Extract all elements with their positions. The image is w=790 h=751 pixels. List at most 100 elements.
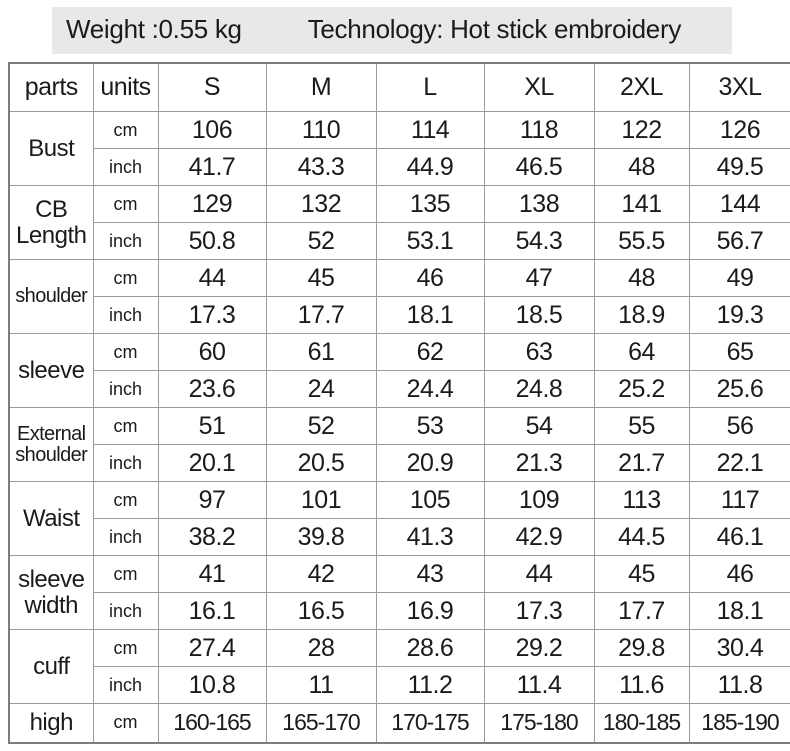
title-bar: Weight :0.55 kg Technology: Hot stick em… (52, 7, 732, 54)
value-cell: 48 (593, 259, 690, 297)
value-cell: 51 (157, 407, 267, 445)
size-chart-table: parts units S M L XL 2XL 3XL Bust cm 106… (8, 62, 790, 744)
unit-label: cm (92, 555, 159, 593)
table-row: sleeve cm 60 61 62 63 64 65 (8, 333, 790, 408)
table-row: shoulder cm 44 45 46 47 48 49 (8, 259, 790, 334)
value-cell: 62 (375, 333, 485, 371)
table-header-row: parts units S M L XL 2XL 3XL (8, 62, 790, 112)
table-row: inch 38.2 39.8 41.3 42.9 44.5 46.1 (9, 518, 790, 556)
value-cell: 60 (157, 333, 267, 371)
unit-label: inch (92, 444, 159, 482)
value-cell: 44.5 (593, 518, 690, 556)
value-cell: 41.7 (157, 148, 267, 186)
value-cell: 53.1 (375, 222, 485, 260)
unit-label: inch (92, 296, 159, 334)
value-cell: 25.6 (688, 370, 790, 408)
table-row: Waist cm 97 101 105 109 113 117 (8, 481, 790, 556)
col-header-size-l: L (375, 62, 485, 112)
value-cell: 18.1 (375, 296, 485, 334)
value-cell: 46 (375, 259, 485, 297)
value-cell: 25.2 (593, 370, 690, 408)
part-name-shoulder: shoulder (8, 259, 94, 334)
value-cell: 44 (157, 259, 267, 297)
value-cell: 175-180 (483, 703, 595, 743)
part-name-waist: Waist (8, 481, 94, 556)
value-cell: 101 (265, 481, 377, 519)
value-cell: 16.9 (375, 592, 485, 630)
value-cell: 24.4 (375, 370, 485, 408)
value-cell: 97 (157, 481, 267, 519)
value-cell: 18.5 (483, 296, 595, 334)
value-cell: 11.2 (375, 666, 485, 704)
value-cell: 20.5 (265, 444, 377, 482)
value-cell: 144 (688, 185, 790, 223)
unit-label: inch (92, 370, 159, 408)
unit-label: inch (92, 222, 159, 260)
value-cell: 50.8 (157, 222, 267, 260)
value-cell: 22.1 (688, 444, 790, 482)
value-cell: 54 (483, 407, 595, 445)
value-cell: 11.4 (483, 666, 595, 704)
value-cell: 23.6 (157, 370, 267, 408)
value-cell: 17.7 (593, 592, 690, 630)
unit-label: cm (92, 629, 159, 667)
value-cell: 180-185 (593, 703, 690, 743)
value-cell: 21.7 (593, 444, 690, 482)
value-cell: 47 (483, 259, 595, 297)
value-cell: 53 (375, 407, 485, 445)
value-cell: 44.9 (375, 148, 485, 186)
value-cell: 49 (688, 259, 790, 297)
value-cell: 55 (593, 407, 690, 445)
value-cell: 64 (593, 333, 690, 371)
unit-label: cm (92, 703, 159, 743)
col-header-size-s: S (157, 62, 267, 112)
value-cell: 20.9 (375, 444, 485, 482)
value-cell: 61 (265, 333, 377, 371)
value-cell: 113 (593, 481, 690, 519)
value-cell: 165-170 (265, 703, 377, 743)
unit-label: cm (92, 333, 159, 371)
technology-label: Technology: Hot stick embroidery (307, 14, 682, 44)
col-header-parts: parts (8, 62, 94, 112)
table-row: inch 10.8 11 11.2 11.4 11.6 11.8 (9, 666, 790, 704)
value-cell: 160-165 (157, 703, 267, 743)
table-row: Bust cm 106 110 114 118 122 126 (8, 111, 790, 186)
value-cell: 129 (157, 185, 267, 223)
part-name-sleeve-width: sleeve width (8, 555, 94, 630)
value-cell: 138 (483, 185, 595, 223)
value-cell: 42 (265, 555, 377, 593)
value-cell: 122 (593, 111, 690, 149)
value-cell: 41 (157, 555, 267, 593)
value-cell: 52 (265, 407, 377, 445)
value-cell: 46 (688, 555, 790, 593)
value-cell: 55.5 (593, 222, 690, 260)
value-cell: 17.7 (265, 296, 377, 334)
value-cell: 38.2 (157, 518, 267, 556)
unit-label: cm (92, 259, 159, 297)
value-cell: 126 (688, 111, 790, 149)
part-name-sleeve: sleeve (8, 333, 94, 408)
part-name-external-shoulder: External shoulder (8, 407, 94, 482)
part-name-cb-length: CB Length (8, 185, 94, 260)
size-chart-page: { "header": { "weight": "Weight :0.55 kg… (0, 7, 790, 751)
value-cell: 105 (375, 481, 485, 519)
value-cell: 45 (593, 555, 690, 593)
value-cell: 109 (483, 481, 595, 519)
value-cell: 110 (265, 111, 377, 149)
col-header-size-2xl: 2XL (593, 62, 690, 112)
value-cell: 56 (688, 407, 790, 445)
unit-label: inch (92, 666, 159, 704)
part-name-cuff: cuff (8, 629, 94, 704)
value-cell: 17.3 (157, 296, 267, 334)
value-cell: 65 (688, 333, 790, 371)
unit-label: cm (92, 481, 159, 519)
value-cell: 18.1 (688, 592, 790, 630)
value-cell: 132 (265, 185, 377, 223)
value-cell: 19.3 (688, 296, 790, 334)
value-cell: 27.4 (157, 629, 267, 667)
value-cell: 21.3 (483, 444, 595, 482)
unit-label: inch (92, 518, 159, 556)
weight-label: Weight :0.55 kg (66, 14, 242, 44)
table-row: sleeve width cm 41 42 43 44 45 46 (8, 555, 790, 630)
table-row: inch 17.3 17.7 18.1 18.5 18.9 19.3 (9, 296, 790, 334)
